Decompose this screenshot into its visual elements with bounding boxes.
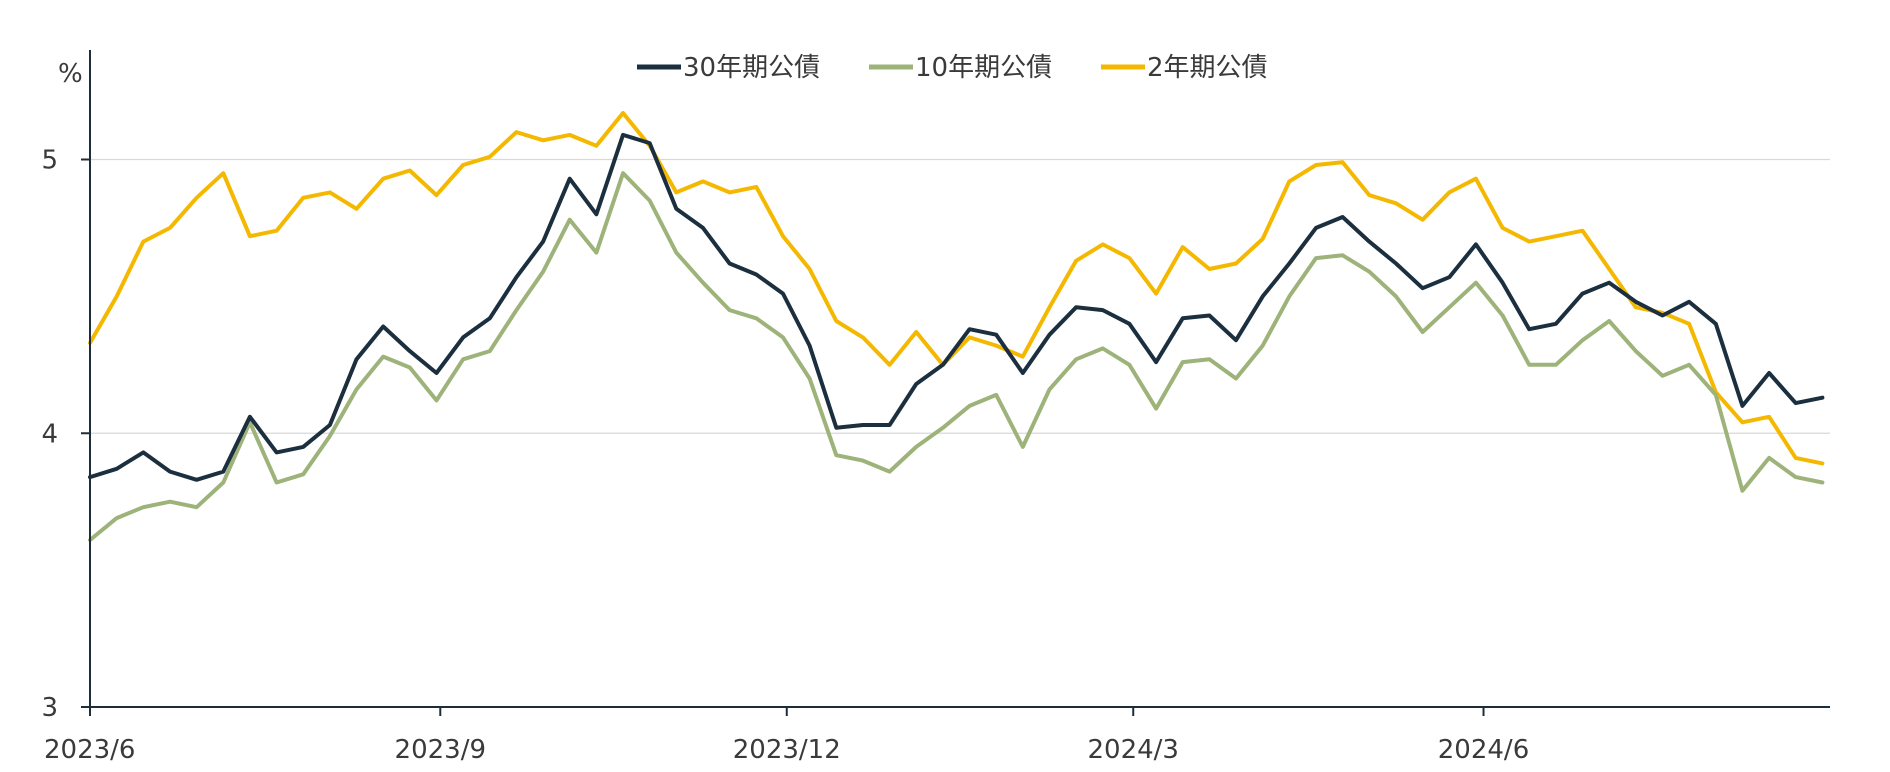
x-tick-labels: 2023/6 2023/9 2023/12 2024/3 2024/6: [44, 707, 1529, 765]
x-tick-label: 2024/6: [1438, 735, 1529, 765]
x-tick-label: 2023/9: [395, 735, 486, 765]
legend-label-2: 2年期公債: [1147, 53, 1268, 83]
axes: [89, 50, 1830, 708]
legend: 30年期公債 10年期公債 2年期公債: [637, 53, 1268, 83]
x-tick-label: 2024/3: [1087, 735, 1178, 765]
series-line-0: [88, 132, 1825, 482]
y-tick-label: 5: [41, 146, 58, 176]
legend-label-0: 30年期公債: [683, 53, 820, 83]
grid-lines: [81, 158, 1830, 708]
x-tick-label: 2023/12: [733, 735, 841, 765]
series-line-2: [88, 111, 1825, 466]
series-lines: [88, 111, 1825, 542]
y-tick-label: 3: [41, 693, 58, 723]
legend-label-1: 10年期公債: [915, 53, 1052, 83]
y-tick-labels: 3 4 5: [41, 146, 58, 724]
y-tick-label: 4: [41, 419, 58, 449]
y-axis-unit-label: %: [58, 59, 83, 89]
x-tick-label: 2023/6: [44, 735, 135, 765]
series-line-1: [88, 171, 1825, 542]
